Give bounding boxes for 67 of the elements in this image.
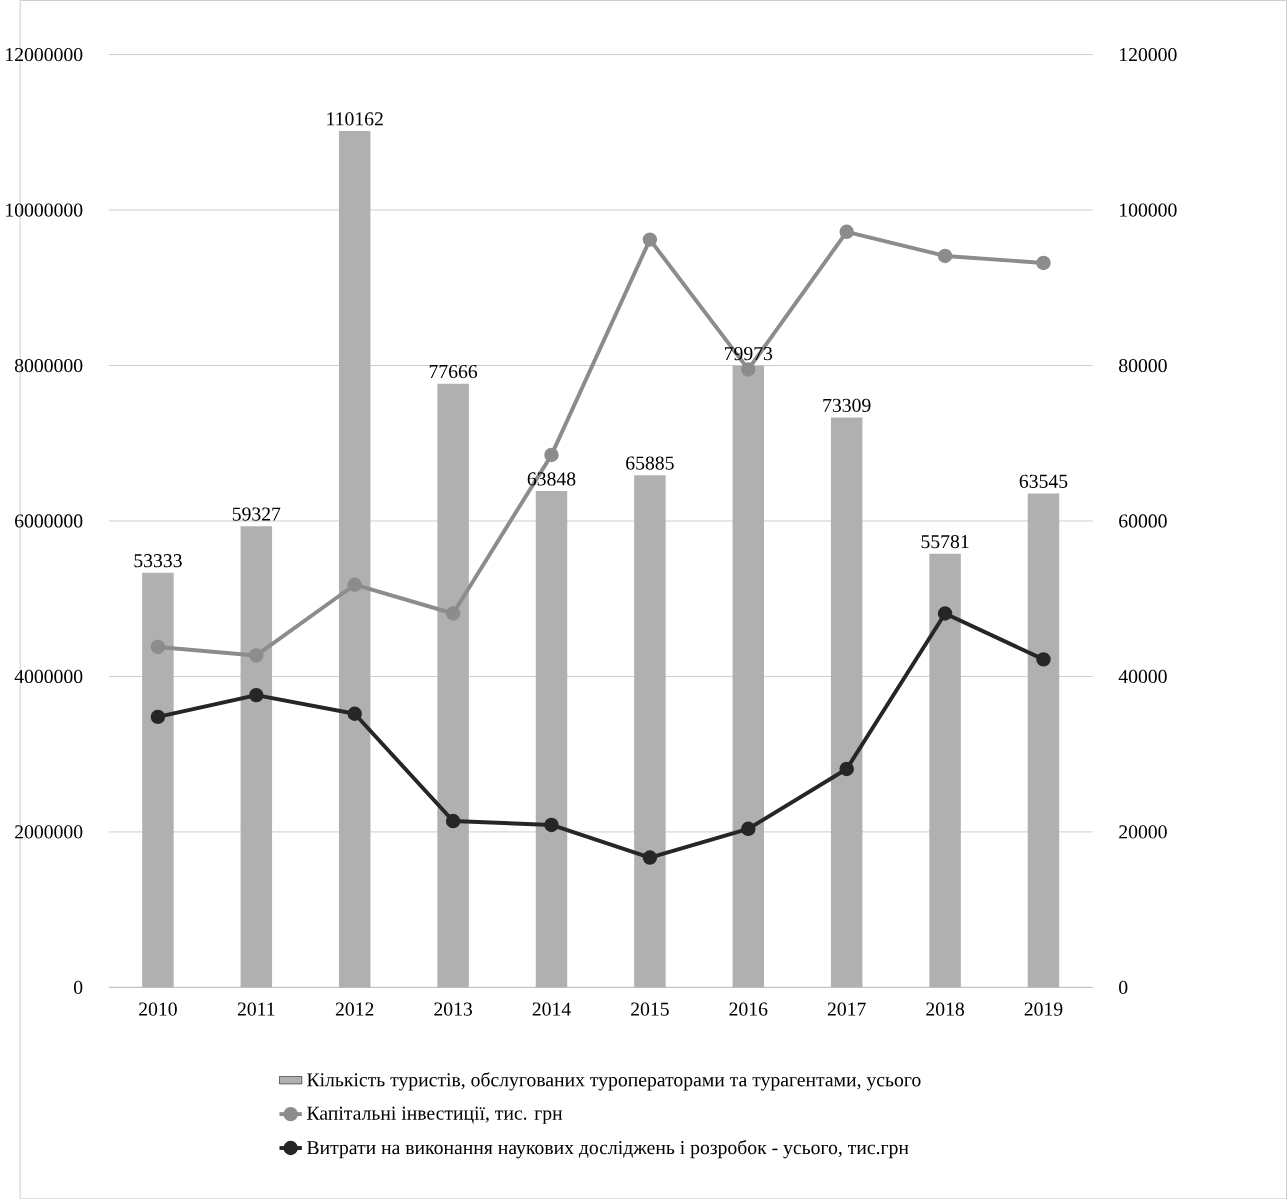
bar [240, 526, 273, 988]
point [839, 761, 854, 776]
y2-tick-label: 60000 [1119, 514, 1167, 528]
x-tick-label: 2019 [1024, 1002, 1063, 1016]
data-label: 110162 [327, 112, 383, 126]
y2-tick-label: 100000 [1120, 203, 1177, 217]
point [544, 817, 559, 832]
x-tick-label: 2017 [827, 1002, 866, 1016]
bar [535, 490, 568, 988]
point [1036, 255, 1051, 270]
y-tick-label: 12000000 [6, 47, 83, 62]
point [445, 606, 461, 621]
bar [437, 383, 469, 988]
point [249, 648, 264, 663]
bar [830, 417, 863, 988]
y-tick-label: 2000000 [15, 825, 83, 839]
data-label: 63848 [527, 472, 576, 486]
bar [634, 475, 666, 988]
point [839, 224, 854, 239]
y2-tick-label: 20000 [1119, 825, 1167, 839]
point [544, 447, 559, 462]
point [150, 709, 166, 724]
point [150, 639, 166, 654]
legend-label: Кількість туристів, обслугованих туроператорами та турагентами, усього [307, 1072, 921, 1091]
point [347, 706, 362, 721]
x-tick-label: 2013 [434, 1002, 473, 1016]
data-label: 77666 [429, 364, 478, 378]
data-label: 73309 [823, 398, 871, 412]
bar [338, 130, 371, 988]
data-label: 55781 [921, 534, 969, 549]
bar [732, 365, 765, 988]
data-label: 79973 [724, 346, 773, 360]
point [1036, 651, 1051, 667]
point [642, 850, 658, 865]
point [249, 687, 264, 703]
y2-tick-label: 0 [1119, 980, 1128, 994]
legend-label: Витрати на виконання наукових досліджень і розробок - усього, тис.грн [307, 1139, 909, 1159]
point [445, 813, 461, 829]
data-label: 63545 [1019, 474, 1068, 488]
x-tick-label: 2018 [926, 1002, 965, 1016]
point [937, 248, 953, 263]
y-tick-label: 4000000 [14, 669, 83, 683]
point [741, 821, 756, 836]
y-tick-label: 10000000 [6, 203, 83, 217]
x-tick-label: 2015 [631, 1002, 669, 1016]
y2-tick-label: 120000 [1120, 47, 1177, 62]
x-tick-label: 2012 [335, 1002, 374, 1016]
bar [142, 572, 174, 988]
y-tick-label: 8000000 [14, 358, 83, 372]
x-tick-label: 2010 [139, 1002, 177, 1016]
y2-tick-label: 80000 [1119, 358, 1167, 372]
point [937, 606, 953, 621]
y-tick-label: 0 [73, 980, 83, 994]
data-label: 53333 [134, 553, 182, 568]
y2-tick-label: 40000 [1118, 669, 1167, 683]
legend-label: Капітальні інвестиції, тис. грн [307, 1106, 563, 1124]
x-tick-label: 2011 [237, 1002, 275, 1016]
point [347, 577, 362, 592]
x-tick-label: 2016 [729, 1002, 768, 1016]
point [741, 361, 756, 377]
point [642, 232, 658, 247]
bar [929, 553, 961, 988]
data-label: 65885 [626, 456, 674, 470]
bar [1027, 493, 1060, 988]
y-tick-label: 6000000 [15, 514, 83, 528]
x-tick-label: 2014 [532, 1002, 571, 1016]
data-label: 59327 [232, 507, 281, 521]
